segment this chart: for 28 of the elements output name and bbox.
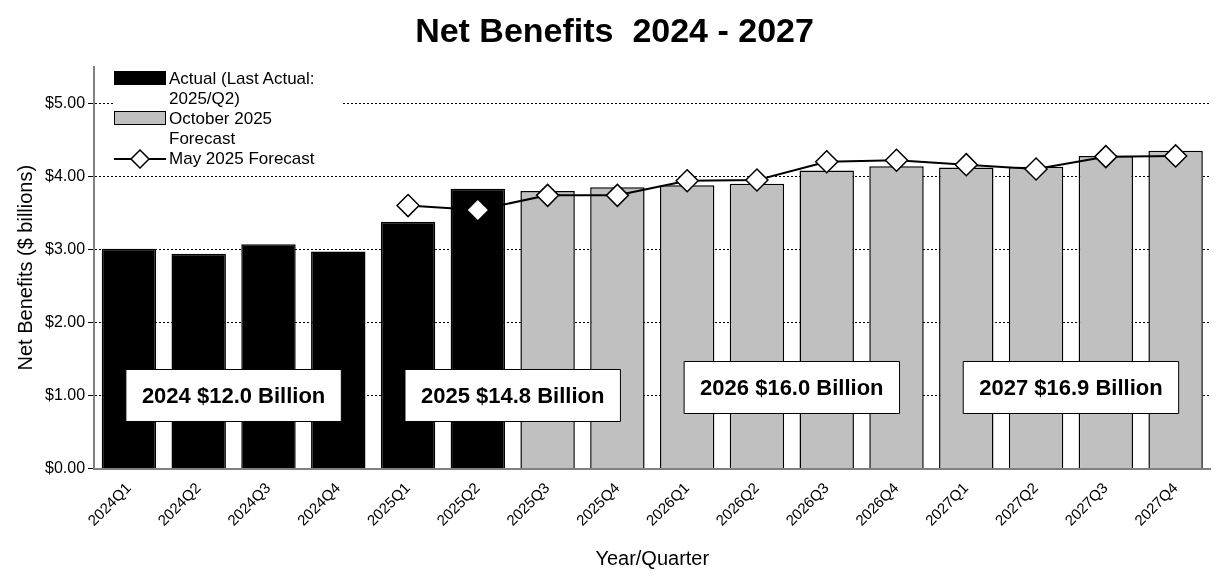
y-tick-label: $3.00 (44, 239, 86, 257)
y-tick-label: $2.00 (44, 312, 86, 330)
y-tick-label: $5.00 (44, 93, 86, 111)
point (884, 148, 909, 173)
point (1024, 157, 1048, 181)
y-tick-label: $4.00 (44, 166, 86, 184)
point (605, 183, 630, 208)
point (814, 150, 839, 174)
legend-label: October 2025 Forecast (169, 108, 274, 149)
point (745, 168, 769, 192)
chart-title: Net Benefits 2024 - 2027 (415, 10, 814, 49)
point (1163, 144, 1188, 168)
point (1094, 144, 1118, 169)
point (466, 198, 490, 222)
annotation: 2024 $12.0 Billion (141, 382, 326, 408)
annotation: 2025 $14.8 Billion (420, 382, 605, 408)
legend-label: Actual (Last Actual: 2025/Q2) (169, 68, 316, 109)
y-axis-title: Net Benefits ($ billions) (13, 164, 36, 371)
point (396, 193, 420, 218)
y-tick-label: $1.00 (44, 385, 86, 403)
point (535, 183, 560, 208)
y-tick-label: $0.00 (44, 458, 86, 476)
x-axis-title: Year/Quarter (595, 546, 710, 569)
annotation: 2026 $16.0 Billion (700, 374, 884, 400)
annotation: 2027 $16.9 Billion (979, 374, 1163, 400)
point (675, 169, 699, 193)
legend-label: May 2025 Forecast (169, 148, 315, 169)
point (954, 152, 979, 177)
